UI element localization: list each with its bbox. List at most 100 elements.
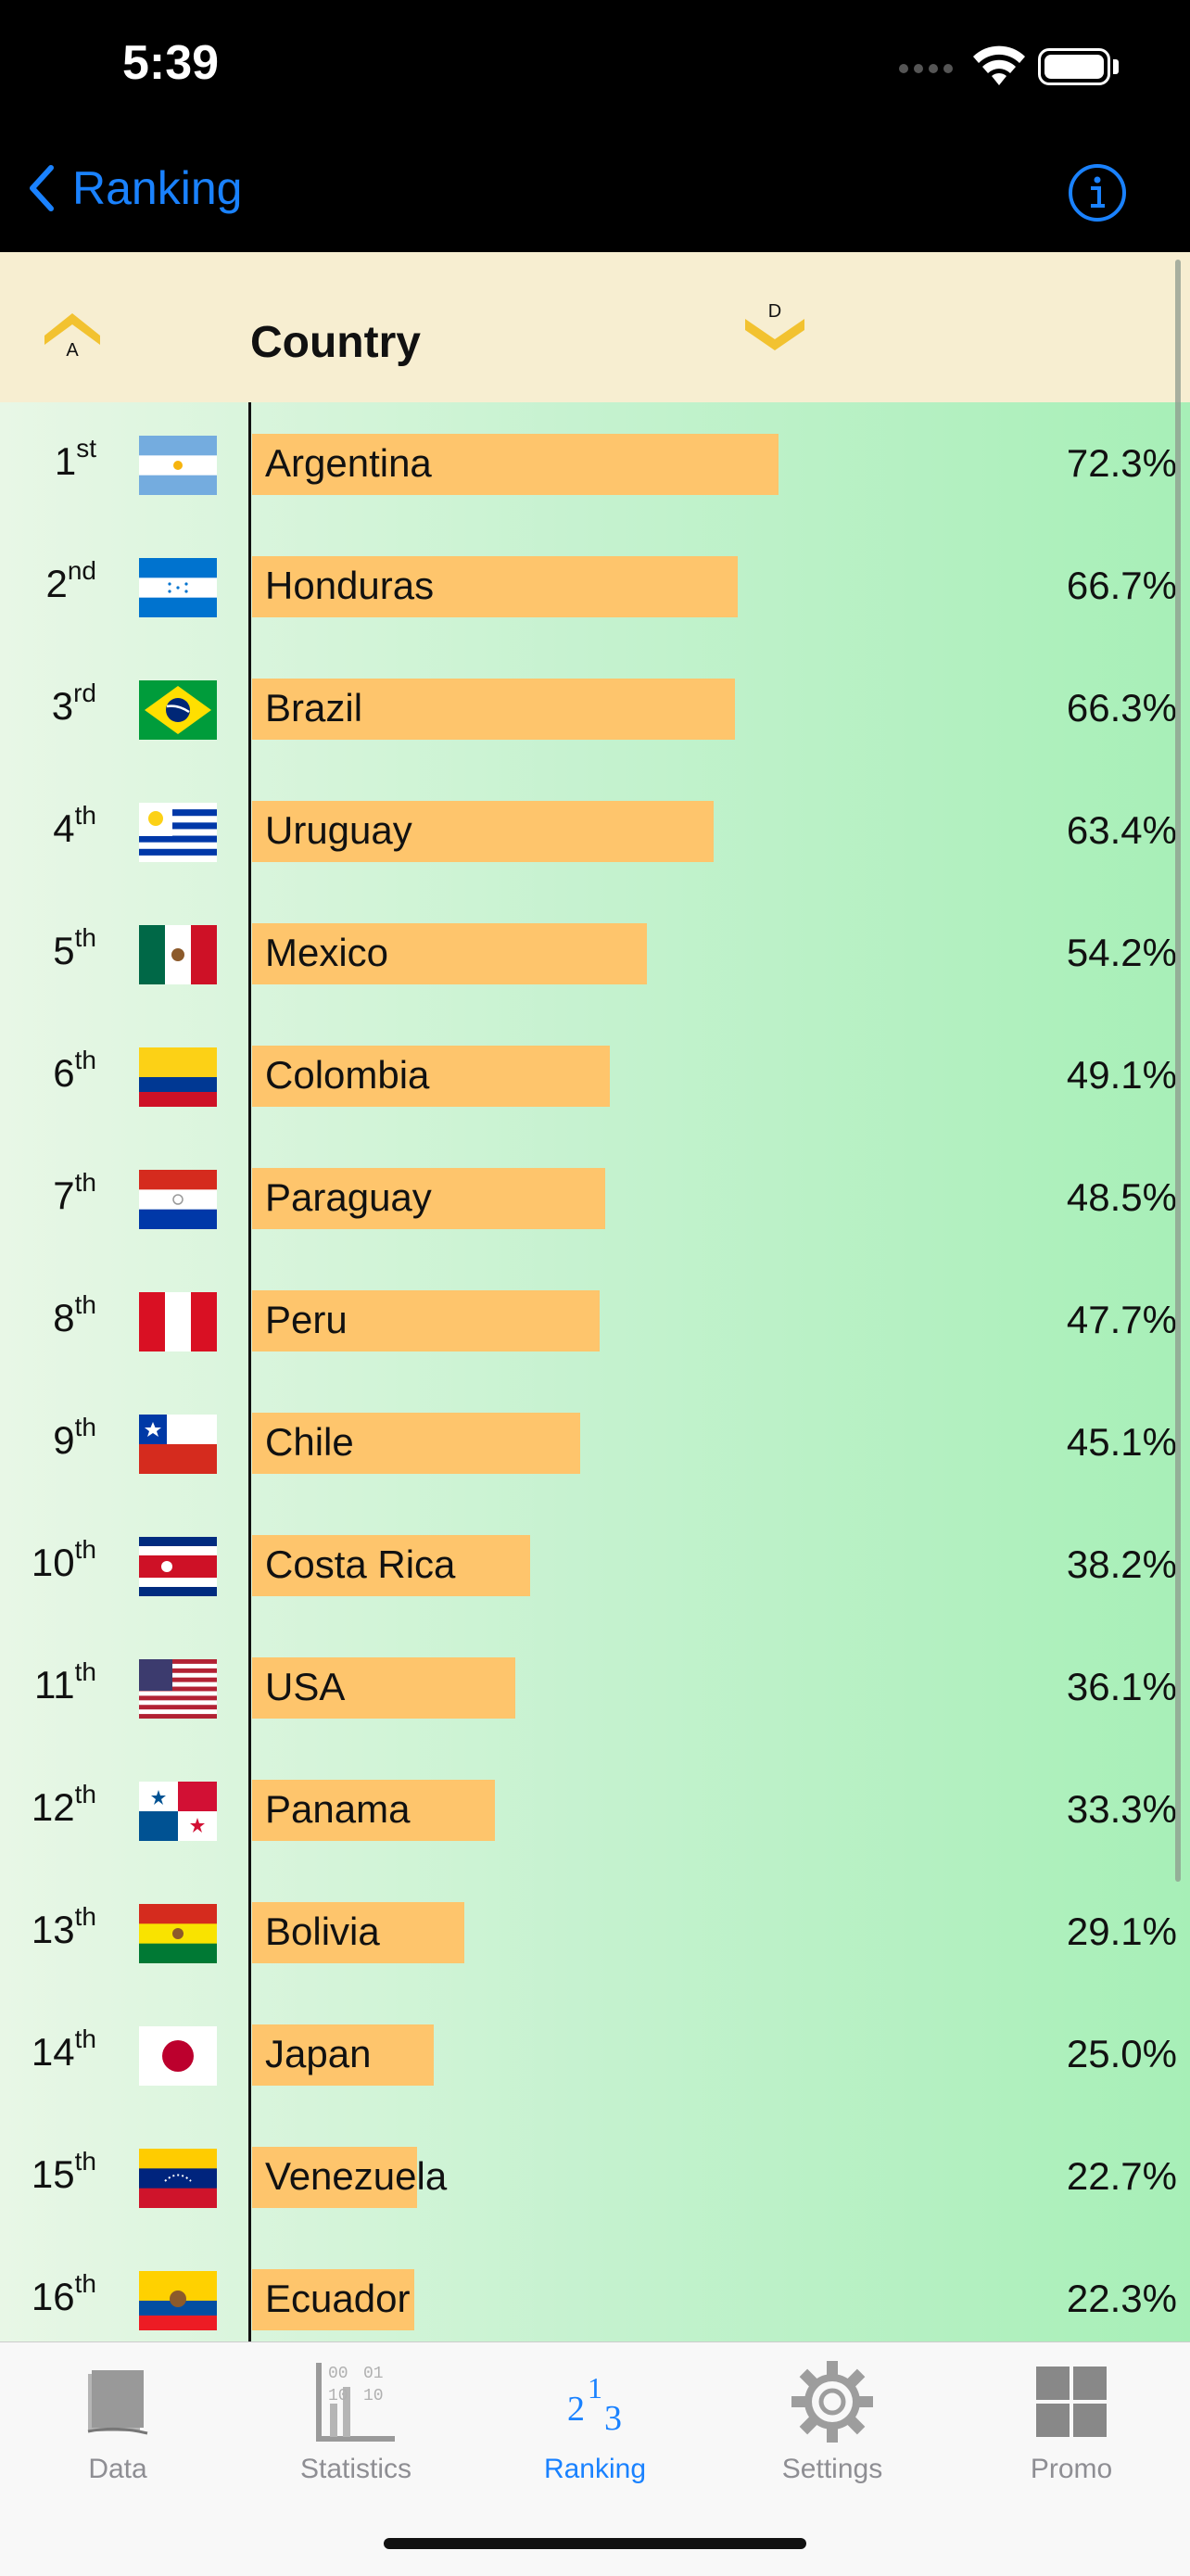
scrollbar[interactable] [1175, 260, 1181, 1882]
rank-number: 2 [45, 562, 68, 605]
chile-flag-icon [139, 1415, 217, 1474]
table-row[interactable]: 7th Paraguay 48.5% [0, 1138, 1190, 1261]
country-name: Panama [265, 1787, 411, 1831]
sort-ascending-label: A [66, 340, 79, 360]
rank-suffix: st [76, 434, 96, 463]
brazil-flag-icon [139, 680, 217, 740]
bolivia-flag-icon [139, 1904, 217, 1963]
rank-number: 15 [31, 2152, 75, 2196]
peru-flag-icon [139, 1292, 217, 1351]
rank-suffix: th [74, 1535, 96, 1564]
table-row[interactable]: 10th Costa Rica 38.2% [0, 1505, 1190, 1628]
svg-text:10: 10 [328, 2387, 348, 2405]
rank-label: 7th [0, 1168, 96, 1218]
ranking-icon: 2 1 3 [567, 2371, 622, 2438]
table-row[interactable]: 12th Panama 33.3% [0, 1750, 1190, 1872]
info-icon[interactable] [1068, 163, 1127, 222]
percentage-value: 22.3% [1066, 2277, 1177, 2320]
rank-number: 12 [31, 1785, 75, 1829]
sort-descending-button[interactable]: D [741, 298, 808, 352]
tab-settings[interactable]: Settings [730, 2359, 934, 2489]
country-name: Argentina [265, 441, 432, 485]
country-name: Peru [265, 1298, 348, 1341]
rank-label: 2nd [0, 556, 96, 606]
percentage-value: 33.3% [1066, 1787, 1177, 1831]
table-row[interactable]: 9th Chile 45.1% [0, 1383, 1190, 1505]
country-name: Paraguay [265, 1175, 432, 1219]
rank-number: 13 [31, 1908, 75, 1951]
table-row[interactable]: 16th Ecuador 22.3% [0, 2240, 1190, 2341]
argentina-flag-icon [139, 436, 217, 495]
percentage-value: 38.2% [1066, 1542, 1177, 1586]
svg-text:3: 3 [604, 2399, 622, 2438]
rank-number: 14 [31, 2030, 75, 2074]
table-row[interactable]: 13th Bolivia 29.1% [0, 1872, 1190, 1995]
table-row[interactable]: 15th Venezuela 22.7% [0, 2117, 1190, 2240]
country-name: Brazil [265, 686, 363, 730]
rank-number: 6 [53, 1051, 75, 1095]
back-button[interactable]: Ranking [28, 161, 242, 215]
sort-ascending-button[interactable]: A [43, 306, 102, 360]
rank-suffix: rd [73, 679, 96, 707]
rank-suffix: th [74, 2024, 96, 2053]
table-row[interactable]: 1st Argentina 72.3% [0, 404, 1190, 527]
percentage-value: 45.1% [1066, 1420, 1177, 1464]
table-header: A Country D [0, 252, 1190, 402]
japan-flag-icon [139, 2026, 217, 2086]
rank-suffix: th [74, 1413, 96, 1441]
country-name: Ecuador [265, 2277, 411, 2320]
rank-suffix: th [74, 801, 96, 830]
tab-ranking[interactable]: 2 1 3 Ranking [493, 2359, 697, 2489]
chevron-left-icon [30, 165, 54, 211]
tab-statistics[interactable]: 00 01 10 10 Statistics [254, 2359, 458, 2489]
table-row[interactable]: 14th Japan 25.0% [0, 1995, 1190, 2117]
country-name: Japan [265, 2032, 372, 2075]
tab-settings-label: Settings [781, 2454, 883, 2484]
table-row[interactable]: 3rd Brazil 66.3% [0, 649, 1190, 771]
table-row[interactable]: 2nd Honduras 66.7% [0, 527, 1190, 649]
column-divider [248, 402, 251, 2341]
rank-label: 10th [0, 1535, 96, 1585]
table-row[interactable]: 5th Mexico 54.2% [0, 894, 1190, 1016]
uruguay-flag-icon [139, 803, 217, 862]
rank-suffix: th [74, 1902, 96, 1931]
percentage-bar [252, 1046, 610, 1107]
country-name: Bolivia [265, 1910, 380, 1953]
tab-data[interactable]: Data [16, 2359, 220, 2489]
battery-cap [1113, 59, 1119, 74]
cellular-signal-icon [899, 61, 958, 78]
rank-label: 14th [0, 2024, 96, 2075]
percentage-bar [252, 923, 647, 984]
percentage-bar [252, 1902, 464, 1963]
battery-icon [1038, 48, 1110, 85]
rank-number: 5 [53, 929, 75, 972]
rank-label: 6th [0, 1046, 96, 1096]
ranking-table[interactable]: A Country D 1st Argentina 72.3% 2nd Honduras… [0, 252, 1190, 2341]
country-name: Mexico [265, 931, 389, 974]
rank-label: 5th [0, 923, 96, 973]
table-row[interactable]: 8th Peru 47.7% [0, 1261, 1190, 1383]
home-indicator[interactable] [384, 2538, 806, 2549]
percentage-value: 63.4% [1066, 808, 1177, 852]
honduras-flag-icon [139, 558, 217, 617]
table-row[interactable]: 6th Colombia 49.1% [0, 1016, 1190, 1138]
percentage-bar [252, 556, 738, 617]
percentage-value: 29.1% [1066, 1910, 1177, 1953]
rank-suffix: th [74, 1657, 96, 1686]
rank-label: 9th [0, 1413, 96, 1463]
table-row[interactable]: 4th Uruguay 63.4% [0, 771, 1190, 894]
percentage-value: 25.0% [1066, 2032, 1177, 2075]
percentage-bar [252, 2024, 434, 2086]
tab-promo[interactable]: Promo [969, 2359, 1173, 2489]
percentage-bar [252, 1290, 600, 1351]
column-title: Country [250, 318, 421, 367]
country-name: Colombia [265, 1053, 430, 1097]
mexico-flag-icon [139, 925, 217, 984]
percentage-bar [252, 1168, 605, 1229]
table-row[interactable]: 11th USA 36.1% [0, 1628, 1190, 1750]
percentage-value: 72.3% [1066, 441, 1177, 485]
percentage-bar [252, 679, 735, 740]
colombia-flag-icon [139, 1047, 217, 1107]
grid-icon [1036, 2367, 1107, 2437]
back-button-label: Ranking [72, 162, 243, 214]
